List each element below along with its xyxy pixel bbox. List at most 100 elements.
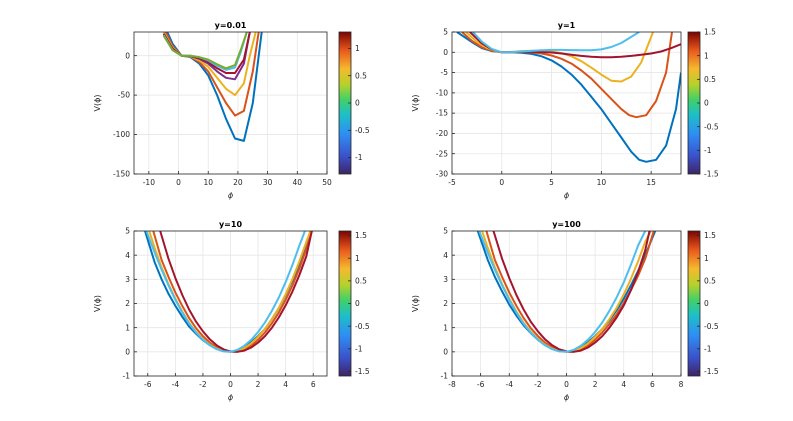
x-tick-label: 6 bbox=[311, 380, 316, 389]
y-tick-label: 5 bbox=[443, 28, 448, 37]
axis-ticks: -10 0 10 20 30 40 50-150-100-500 bbox=[113, 51, 332, 187]
y-tick-label: 3 bbox=[443, 275, 448, 284]
series-line-c7 bbox=[162, 32, 248, 70]
y-tick-label: 4 bbox=[443, 251, 448, 260]
grid bbox=[134, 230, 327, 377]
colorbar-tick-label: 0 bbox=[355, 99, 360, 108]
x-tick-label: -2 bbox=[199, 380, 207, 389]
x-tick-label: 2 bbox=[256, 380, 261, 389]
chart-title: y=1 bbox=[558, 21, 576, 30]
colorbar: -1.5 -1 -0.5 0 0.5 1 1.5 bbox=[338, 230, 370, 377]
x-tick-label: 10 bbox=[203, 178, 213, 187]
series-line-c4 bbox=[159, 231, 313, 353]
colorbar-tick-label: -1.5 bbox=[704, 367, 719, 376]
colorbar-tick-label: -1 bbox=[704, 344, 712, 353]
y-tick-label: -30 bbox=[436, 170, 448, 179]
axes-box bbox=[133, 31, 328, 175]
colorbar-tick-label: 0.5 bbox=[704, 75, 716, 84]
colorbar-tick-label: 1.5 bbox=[704, 28, 716, 37]
series-line-c2 bbox=[461, 32, 673, 119]
colorbar-tick-label: 0.5 bbox=[355, 71, 367, 80]
y-tick-label: -5 bbox=[441, 68, 449, 77]
colorbar-tick-label: 0.5 bbox=[704, 276, 716, 285]
colorbar-tick-label: 0 bbox=[704, 299, 709, 308]
colorbar-tick-label: 1 bbox=[704, 254, 709, 263]
x-tick-label: -6 bbox=[144, 380, 152, 389]
x-axis-label: ϕ bbox=[228, 191, 234, 200]
axis-ticks: -5 0 5 10 15 -30 -25 -20 -15 -10 -5 0 5 bbox=[436, 28, 656, 187]
colorbar-tick-label: -1 bbox=[355, 344, 363, 353]
y-tick-label: 0 bbox=[443, 347, 448, 356]
subplot-y-1: -5 0 5 10 15-30-25-20-15-10-505 y=1 ϕ V(ϕ) -… bbox=[411, 21, 719, 200]
colorbar: -1.5 -1 -0.5 0 0.5 1 1.5 bbox=[687, 28, 719, 179]
y-tick-label: 1 bbox=[125, 323, 130, 332]
x-tick-label: -6 bbox=[477, 380, 485, 389]
x-tick-label: 50 bbox=[322, 178, 332, 187]
x-tick-label: -4 bbox=[172, 380, 180, 389]
x-tick-label: 4 bbox=[621, 380, 626, 389]
colorbar-tick-label: 1 bbox=[355, 254, 360, 263]
x-tick-label: -8 bbox=[448, 380, 456, 389]
chart-title: y=0.01 bbox=[215, 21, 247, 30]
colorbar: -1.5 -1 -0.5 0 0.5 1 1.5 bbox=[687, 230, 719, 377]
series-line-c5 bbox=[472, 32, 640, 54]
series-line-c5 bbox=[478, 231, 647, 353]
y-tick-label: -1 bbox=[441, 372, 449, 381]
colorbar-tick-label: 1.5 bbox=[704, 231, 716, 240]
y-tick-label: 0 bbox=[443, 48, 448, 57]
y-tick-label: 2 bbox=[125, 299, 130, 308]
y-tick-label: 0 bbox=[125, 51, 130, 60]
colorbar-tick-label: 1.5 bbox=[355, 231, 367, 240]
x-tick-label: -10 bbox=[143, 178, 155, 187]
colorbar-tick-label: -0.5 bbox=[355, 322, 370, 331]
colorbar-tick-label: 1 bbox=[355, 44, 360, 53]
chart-title: y=100 bbox=[552, 220, 581, 229]
plot-area bbox=[456, 32, 681, 163]
x-tick-label: 0 bbox=[564, 380, 569, 389]
series-line-c3 bbox=[148, 231, 312, 353]
x-tick-label: 0 bbox=[176, 178, 181, 187]
colorbar-tick-label: -0.5 bbox=[704, 322, 719, 331]
x-tick-label: -4 bbox=[506, 380, 514, 389]
subplot-y-10: -6 -4 -2 0 2 4 6 -1 0 1 2 3 4 5 y=10 ϕ V(ϕ) -1.5 -1 -0.… bbox=[93, 220, 370, 402]
axis-ticks: -8 -6 -4 -2 0 2 4 6 8 -1 0 1 2 3 4 5 bbox=[441, 227, 684, 389]
colorbar-tick-label: -0.5 bbox=[355, 126, 370, 135]
y-axis-label: V(ϕ) bbox=[93, 295, 102, 312]
x-tick-label: 2 bbox=[593, 380, 598, 389]
x-tick-label: -5 bbox=[448, 178, 456, 187]
y-tick-label: 1 bbox=[443, 323, 448, 332]
colorbar-tick-label: -1.5 bbox=[704, 170, 719, 179]
axis-ticks: -6 -4 -2 0 2 4 6 -1 0 1 2 3 4 5 bbox=[123, 227, 316, 389]
subplot-y-0-01: -10 0 10 20 30 40 50-150-100-500 y=0.01 ϕ V(ϕ)… bbox=[93, 21, 370, 200]
y-tick-label: -100 bbox=[113, 130, 130, 139]
y-tick-label: -10 bbox=[436, 88, 448, 97]
y-tick-label: 4 bbox=[125, 251, 130, 260]
y-axis-label: V(ϕ) bbox=[93, 95, 102, 112]
x-tick-label: 0 bbox=[499, 178, 504, 187]
x-tick-label: 5 bbox=[549, 178, 554, 187]
y-tick-label: 3 bbox=[125, 275, 130, 284]
chart-title: y=10 bbox=[219, 220, 242, 229]
x-tick-label: 30 bbox=[263, 178, 273, 187]
axes-box bbox=[451, 31, 682, 175]
colorbar-tick-label: -1.5 bbox=[355, 367, 370, 376]
series-line-c1 bbox=[456, 32, 681, 163]
plot-area bbox=[476, 231, 657, 353]
y-tick-label: -20 bbox=[436, 129, 448, 138]
y-tick-label: -15 bbox=[436, 109, 448, 118]
x-tick-label: 0 bbox=[228, 380, 233, 389]
colorbar-tick-label: 1 bbox=[704, 51, 709, 60]
x-tick-label: 20 bbox=[233, 178, 243, 187]
y-axis-label: V(ϕ) bbox=[411, 295, 420, 312]
y-tick-label: -50 bbox=[118, 91, 130, 100]
colorbar-tick-label: 0 bbox=[704, 99, 709, 108]
x-tick-label: 4 bbox=[283, 380, 288, 389]
y-tick-label: 5 bbox=[443, 227, 448, 236]
colorbar-tick-label: 0.5 bbox=[355, 276, 367, 285]
grid bbox=[134, 32, 328, 175]
x-tick-label: 10 bbox=[597, 178, 607, 187]
x-tick-label: 15 bbox=[646, 178, 656, 187]
y-tick-label: -1 bbox=[123, 372, 131, 381]
